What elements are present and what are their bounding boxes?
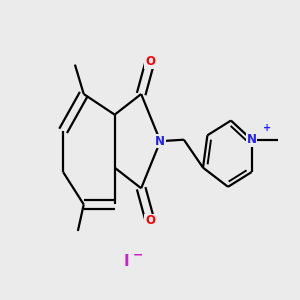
Text: N: N bbox=[247, 133, 256, 146]
Text: −: − bbox=[133, 248, 143, 261]
Text: +: + bbox=[263, 123, 271, 133]
Text: N: N bbox=[155, 135, 165, 148]
Text: I: I bbox=[124, 254, 129, 269]
Text: O: O bbox=[145, 214, 155, 227]
Text: O: O bbox=[145, 55, 155, 68]
